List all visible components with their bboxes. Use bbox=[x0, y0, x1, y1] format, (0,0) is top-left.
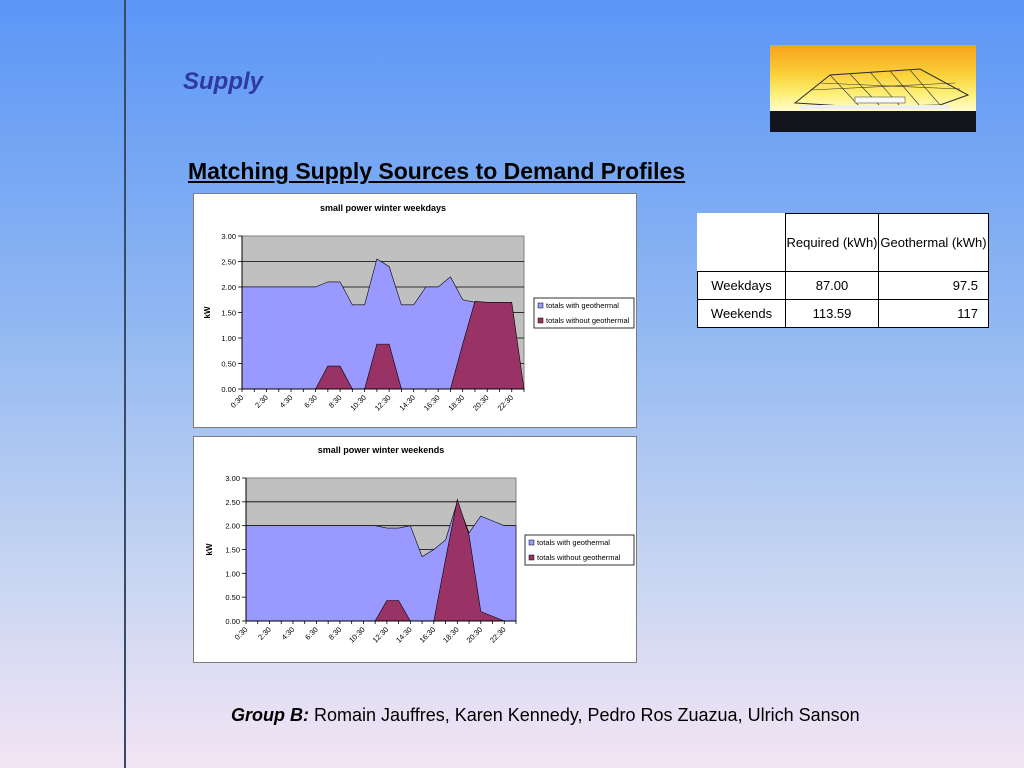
table-header-row: Required (kWh) Geothermal (kWh) bbox=[697, 213, 989, 272]
table-row: Weekends 113.59 117 bbox=[697, 299, 989, 328]
x-tick-label: 22:30 bbox=[496, 393, 516, 413]
y-tick-label: 2.50 bbox=[225, 498, 240, 507]
row-label: Weekends bbox=[697, 299, 786, 328]
x-tick-label: 18:30 bbox=[441, 625, 461, 645]
footer-credits: Group B: Romain Jauffres, Karen Kennedy,… bbox=[231, 705, 860, 726]
legend-swatch bbox=[537, 317, 544, 324]
y-tick-label: 1.00 bbox=[221, 334, 236, 343]
legend-label: totals without geothermal bbox=[537, 553, 621, 562]
legend-label: totals with geothermal bbox=[546, 301, 619, 310]
legend-label: totals without geothermal bbox=[546, 316, 630, 325]
table-header-geothermal: Geothermal (kWh) bbox=[878, 213, 989, 272]
weekends-chart: small power winter weekends 0.00 0.50 1.00 1… bbox=[193, 436, 637, 663]
x-tick-label: 6:30 bbox=[303, 625, 320, 642]
legend-box bbox=[533, 297, 635, 329]
y-tick-label: 0.50 bbox=[221, 360, 236, 369]
x-tick-label: 0:30 bbox=[229, 393, 246, 410]
x-tick-label: 14:30 bbox=[397, 393, 417, 413]
y-tick-label: 3.00 bbox=[225, 474, 240, 483]
chart-title: small power winter weekdays bbox=[320, 203, 446, 213]
y-tick-label: 0.00 bbox=[225, 617, 240, 626]
x-tick-label: 20:30 bbox=[471, 393, 491, 413]
x-tick-label: 2:30 bbox=[253, 393, 270, 410]
x-tick-label: 10:30 bbox=[348, 393, 368, 413]
x-tick-label: 6:30 bbox=[302, 393, 319, 410]
y-tick-label: 3.00 bbox=[221, 232, 236, 241]
y-tick-label: 1.50 bbox=[225, 546, 240, 555]
geothermal-value: 97.5 bbox=[878, 271, 989, 300]
row-label: Weekdays bbox=[697, 271, 786, 300]
weekdays-chart-svg: small power winter weekdays 0.00 0.50 1.00 1… bbox=[203, 203, 635, 413]
required-value: 113.59 bbox=[785, 299, 879, 328]
required-value: 87.00 bbox=[785, 271, 879, 300]
legend-box bbox=[524, 534, 635, 566]
energy-table: Required (kWh) Geothermal (kWh) Weekdays… bbox=[697, 213, 989, 328]
x-tick-label: 12:30 bbox=[373, 393, 393, 413]
y-tick-label: 1.00 bbox=[225, 569, 240, 578]
x-tick-label: 20:30 bbox=[465, 625, 485, 645]
x-tick-label: 2:30 bbox=[256, 625, 273, 642]
y-tick-label: 2.50 bbox=[221, 258, 236, 267]
x-tick-label: 22:30 bbox=[488, 625, 508, 645]
y-tick-label: 2.00 bbox=[225, 522, 240, 531]
x-tick-label: 10:30 bbox=[347, 625, 367, 645]
x-tick-label: 8:30 bbox=[327, 393, 344, 410]
weekends-chart-svg: small power winter weekends 0.00 0.50 1.00 1… bbox=[205, 445, 635, 645]
x-tick-label: 14:30 bbox=[394, 625, 414, 645]
x-tick-label: 4:30 bbox=[278, 393, 295, 410]
x-tick-label: 4:30 bbox=[280, 625, 297, 642]
footer-group-label: Group B: bbox=[231, 705, 309, 725]
x-tick-label: 18:30 bbox=[446, 393, 466, 413]
y-axis-label: kW bbox=[205, 543, 214, 555]
x-tick-label: 0:30 bbox=[233, 625, 250, 642]
y-axis-label: kW bbox=[203, 306, 212, 318]
left-divider-line bbox=[124, 0, 126, 768]
geothermal-value: 117 bbox=[878, 299, 989, 328]
legend-label: totals with geothermal bbox=[537, 538, 610, 547]
chart-title: small power winter weekends bbox=[318, 445, 445, 455]
x-tick-label: 16:30 bbox=[418, 625, 438, 645]
slide-subtitle: Matching Supply Sources to Demand Profil… bbox=[188, 158, 686, 184]
slide-title: Supply bbox=[183, 68, 264, 95]
legend-swatch bbox=[537, 302, 544, 309]
weekdays-chart: small power winter weekdays 0.00 0.50 1.00 1… bbox=[193, 193, 637, 428]
table-row: Weekdays 87.00 97.5 bbox=[697, 271, 989, 300]
legend-swatch bbox=[528, 554, 535, 561]
legend-swatch bbox=[528, 539, 535, 546]
x-tick-label: 8:30 bbox=[327, 625, 344, 642]
y-tick-label: 0.50 bbox=[225, 593, 240, 602]
y-tick-label: 2.00 bbox=[221, 283, 236, 292]
x-tick-label: 16:30 bbox=[422, 393, 442, 413]
table-header-empty bbox=[697, 213, 786, 272]
y-tick-label: 1.50 bbox=[221, 309, 236, 318]
table-header-required: Required (kWh) bbox=[785, 213, 879, 272]
footer-names: Romain Jauffres, Karen Kennedy, Pedro Ro… bbox=[309, 705, 860, 725]
x-tick-label: 12:30 bbox=[371, 625, 391, 645]
building-logo-image bbox=[770, 45, 976, 132]
y-tick-label: 0.00 bbox=[221, 385, 236, 394]
